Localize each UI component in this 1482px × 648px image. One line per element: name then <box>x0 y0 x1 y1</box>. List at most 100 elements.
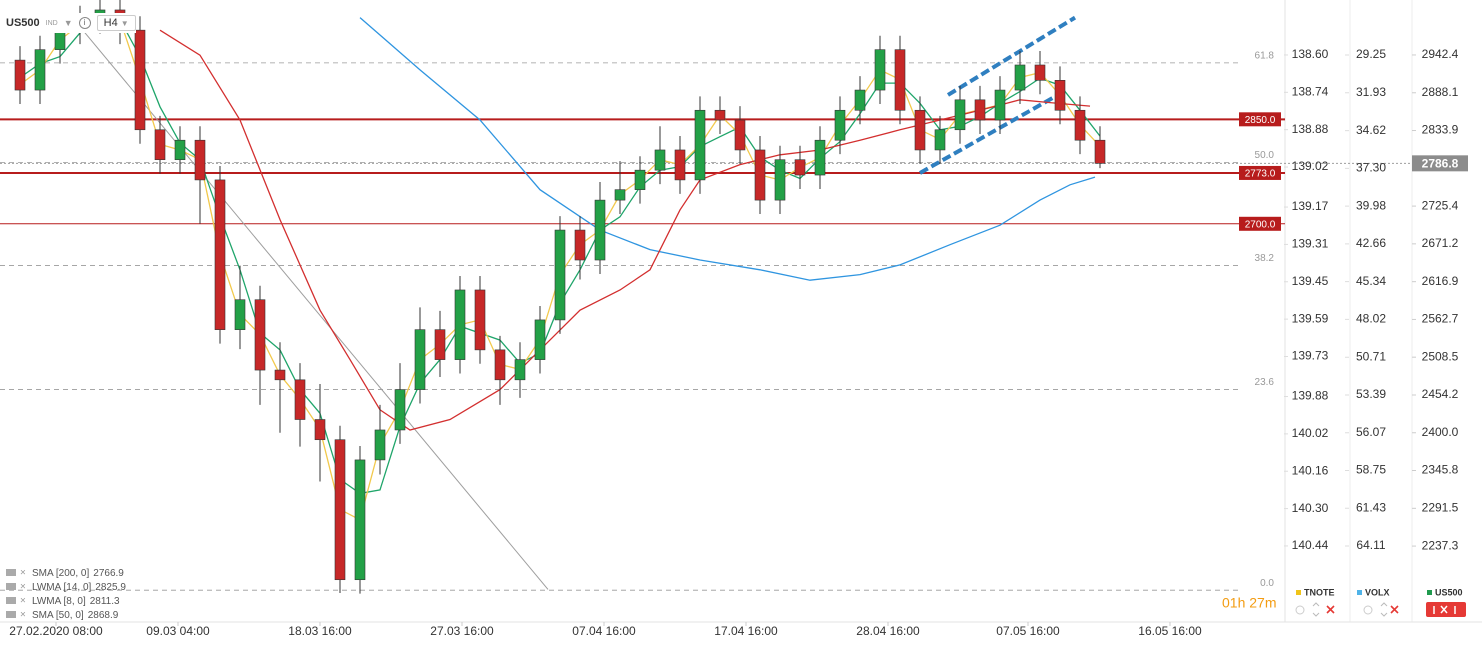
candle-body <box>1054 80 1066 111</box>
candle-body <box>1014 64 1026 91</box>
candle-body <box>574 229 586 261</box>
y2-tick-label: 140.44 <box>1292 538 1329 552</box>
indicator-legend: SMA [200, 0] 2766.9 <box>32 568 124 579</box>
symbol[interactable]: US500 <box>6 17 40 29</box>
level-label: 2850.0 <box>1245 115 1276 126</box>
indicator-legend: LWMA [8, 0] 2811.3 <box>32 596 120 607</box>
y2-tick-label: 53.39 <box>1356 387 1386 401</box>
fib-label: 23.6 <box>1255 377 1275 388</box>
y2-tick-label: 138.60 <box>1292 47 1329 61</box>
interval-label: H4 <box>103 17 118 29</box>
y2-tick-label: 56.07 <box>1356 425 1386 439</box>
y-tick-label: 2888.1 <box>1422 85 1459 99</box>
info-icon[interactable]: i <box>78 17 91 29</box>
x-tick-label: 27.02.2020 08:00 <box>9 624 103 638</box>
candle-body <box>414 329 426 390</box>
candle-body <box>734 119 746 151</box>
y-tick-label: 2291.5 <box>1422 500 1459 514</box>
legend-label: US500 <box>1435 587 1463 597</box>
indicator-value: 2811.3 <box>90 596 120 607</box>
x-tick-label: 07.04 16:00 <box>572 624 636 638</box>
y-tick-label: 2454.2 <box>1422 387 1459 401</box>
candle-body <box>214 179 226 330</box>
overlay: 01h 27m <box>1222 595 1466 617</box>
y2-tick-label: 140.16 <box>1292 463 1329 477</box>
x-tick-label: 07.05 16:00 <box>996 624 1060 638</box>
y2-tick-label: 31.93 <box>1356 85 1386 99</box>
y2-tick-label: 48.02 <box>1356 312 1386 326</box>
level-tag <box>1239 112 1281 127</box>
y-tick-label: 2616.9 <box>1422 274 1459 288</box>
candle-body <box>594 199 606 261</box>
indicator-name: LWMA [8, 0] <box>32 596 86 607</box>
y2-tick-label: 139.45 <box>1292 274 1329 288</box>
indicator-value: 2825.9 <box>95 582 126 593</box>
y2-tick-label: 139.59 <box>1292 311 1329 325</box>
candle-body <box>1074 109 1086 141</box>
candle-body <box>754 149 766 201</box>
indicator-name: SMA [50, 0] <box>32 610 84 621</box>
y2-tick-label: 39.98 <box>1356 198 1386 212</box>
y-tick-label: 2345.8 <box>1422 463 1459 477</box>
candle-body <box>834 109 846 141</box>
legend-icon <box>6 583 16 590</box>
current-price-label: 2786.8 <box>1422 157 1459 171</box>
y2-tick-label: 140.30 <box>1292 501 1329 515</box>
y-tick-label: 2237.3 <box>1422 538 1459 552</box>
y-tick-label: 2833.9 <box>1422 123 1459 137</box>
y2-tick-label: 50.71 <box>1356 349 1386 363</box>
candle-body <box>14 59 26 91</box>
interval[interactable]: H4 ▼ <box>96 15 136 31</box>
candle-body <box>894 49 906 111</box>
candle-body <box>354 459 366 581</box>
dropdown-arrow[interactable]: ▼ <box>63 18 73 28</box>
x-tick-label: 18.03 16:00 <box>288 624 352 638</box>
candle-body <box>974 99 986 121</box>
level-tag <box>1239 216 1281 231</box>
legend-x: × <box>20 596 26 607</box>
y2-tick-label: 34.62 <box>1356 123 1386 137</box>
candle-body <box>294 379 306 420</box>
indicator-legend: SMA [50, 0] 2868.9 <box>32 610 119 621</box>
y2-tick-label: 45.34 <box>1356 274 1386 288</box>
candle-body <box>394 389 406 431</box>
candle-body <box>254 299 266 371</box>
y2-tick-label: 138.88 <box>1292 122 1329 136</box>
countdown: 01h 27m <box>1222 595 1276 611</box>
candle-body <box>994 89 1006 121</box>
y-tick-label: 2562.7 <box>1422 312 1459 326</box>
candle-body <box>854 89 866 111</box>
x-tick-label: 16.05 16:00 <box>1138 624 1202 638</box>
fib-label: 0.0 <box>1260 578 1274 589</box>
x-tick-label: 27.03 16:00 <box>430 624 494 638</box>
candle-body <box>714 109 726 121</box>
legend-swatch <box>1427 590 1432 595</box>
y2-tick-label: 64.11 <box>1356 538 1385 552</box>
y2-tick-label: 61.43 <box>1356 500 1386 514</box>
candle-body <box>194 139 206 181</box>
legend-x: × <box>20 568 26 579</box>
eye-icons[interactable] <box>1295 602 1466 617</box>
y2-tick-label: 37.30 <box>1356 161 1386 175</box>
y-tick-label: 2671.2 <box>1422 236 1459 250</box>
candle-body <box>1034 64 1046 81</box>
candle-body <box>654 149 666 171</box>
moving-average <box>159 29 1091 431</box>
candle-body <box>274 369 286 381</box>
candle-body <box>54 29 66 50</box>
x-tick-label: 09.03 04:00 <box>146 624 210 638</box>
indicator-value: 2868.9 <box>88 610 119 621</box>
level-label: 2773.0 <box>1245 169 1276 180</box>
current-price-tag <box>1412 155 1468 172</box>
y-tick-label: 2400.0 <box>1422 425 1459 439</box>
candle-body <box>314 419 326 441</box>
candle-body <box>174 139 186 161</box>
y2-tick-label: 58.75 <box>1356 463 1386 477</box>
candle-body <box>774 159 786 201</box>
candle-body <box>914 109 926 151</box>
legend-icon <box>6 597 16 604</box>
candle-body <box>954 99 966 131</box>
y-tick-label: 2508.5 <box>1422 349 1459 363</box>
y2-tick-label: 139.02 <box>1292 159 1329 173</box>
candle-body <box>434 329 446 360</box>
